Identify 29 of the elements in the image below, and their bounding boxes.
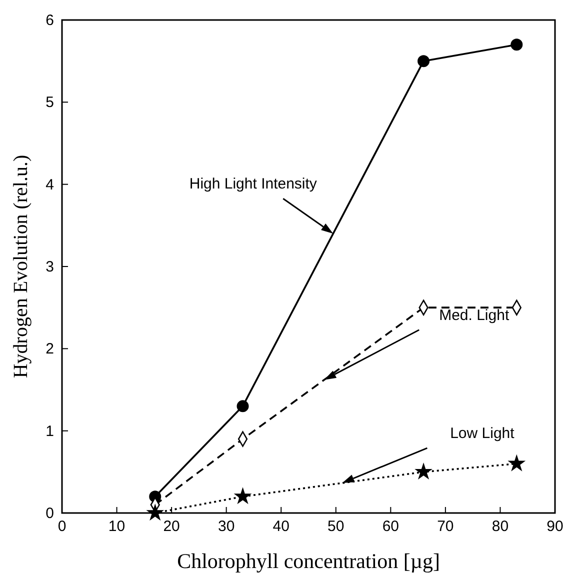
x-tick-label: 0 [58, 518, 66, 535]
point [418, 55, 430, 68]
y-axis-title: Hydrogen Evolution (rel.u.) [10, 154, 32, 378]
x-tick-label: 50 [328, 518, 344, 535]
x-tick-label: 90 [546, 518, 564, 535]
y-tick-label: 0 [46, 505, 54, 522]
point [235, 488, 250, 504]
text: High Light Intensity [189, 176, 318, 193]
y-tick-label: 1 [46, 422, 54, 440]
y-tick-label: 4 [46, 176, 54, 194]
x-tick-label: 60 [382, 518, 400, 535]
x-tick-label: 30 [218, 518, 235, 535]
x-tick-label: 40 [272, 518, 290, 535]
y-tick-label: 5 [46, 94, 54, 112]
point [148, 505, 163, 520]
x-tick-label: 70 [437, 518, 454, 535]
series-label: Med. Light [439, 306, 510, 324]
point [509, 456, 524, 470]
x-axis-title: Chlorophyll concentration [µg] [177, 549, 440, 573]
x-tick-label: 10 [108, 518, 126, 535]
series-label: Low Light [450, 425, 516, 442]
point [416, 464, 432, 478]
point [236, 400, 249, 412]
y-tick-label: 6 [46, 12, 54, 29]
y-tick-label: 3 [46, 258, 54, 276]
point [510, 38, 523, 51]
x-tick-label: 20 [163, 518, 180, 535]
y-tick-label: 2 [46, 340, 54, 358]
x-tick-label: 80 [492, 518, 509, 535]
